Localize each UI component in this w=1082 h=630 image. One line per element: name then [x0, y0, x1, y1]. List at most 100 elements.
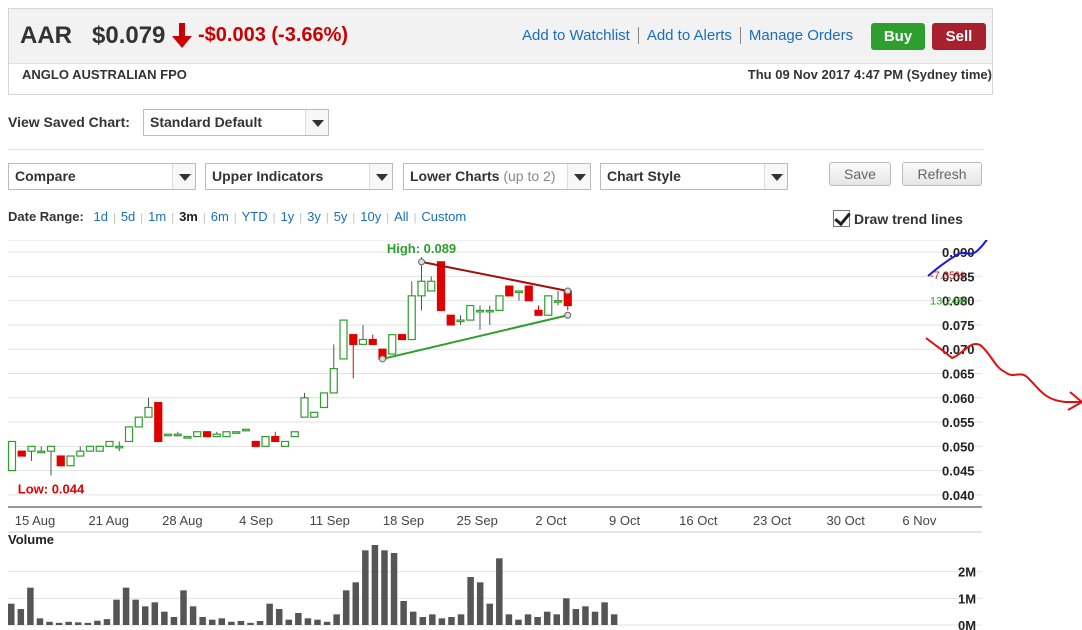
- candle: [368, 338, 377, 345]
- saved-chart-value: Standard Default: [150, 114, 263, 130]
- quote-bar: AAR $0.079 -$0.003 (-3.66%) Add to Watch…: [9, 9, 992, 64]
- range-option-1d[interactable]: 1d: [93, 209, 108, 224]
- upper-indicators-select[interactable]: Upper Indicators: [205, 163, 393, 190]
- y-tick-label: 0.070: [942, 342, 975, 357]
- volume-bar: [333, 614, 340, 625]
- volume-bar: [352, 582, 360, 625]
- candle: [261, 436, 270, 447]
- candle: [456, 319, 465, 323]
- volume-bar: [103, 619, 111, 625]
- range-separator: |: [171, 212, 175, 224]
- price-chart[interactable]: 0.090 0.085 0.080 0.075 0.070 0.065 0.060 0.055…: [0, 240, 1082, 630]
- range-separator: |: [413, 212, 417, 224]
- volume-bar: [591, 611, 599, 625]
- range-option-3m[interactable]: 3m: [179, 209, 198, 224]
- volume-bar: [476, 582, 484, 625]
- volume-bar: [438, 618, 446, 625]
- trend-lines-checkbox[interactable]: [833, 210, 850, 227]
- compare-select[interactable]: Compare: [8, 163, 196, 190]
- y-tick-label: 0.050: [942, 439, 975, 454]
- volume-bar: [371, 545, 379, 625]
- range-separator: |: [386, 212, 390, 224]
- candle: [134, 416, 143, 428]
- candle: [514, 290, 524, 294]
- range-option-6m[interactable]: 6m: [210, 209, 229, 224]
- range-option-3y[interactable]: 3y: [307, 209, 321, 224]
- volume-bar: [84, 622, 92, 625]
- candle: [280, 440, 290, 447]
- range-option-custom[interactable]: Custom: [421, 209, 467, 224]
- draw-trend-lines-toggle[interactable]: Draw trend lines: [833, 210, 963, 227]
- candle: [417, 280, 426, 297]
- range-separator: |: [352, 212, 356, 224]
- range-separator: |: [325, 212, 329, 224]
- buy-button[interactable]: Buy: [871, 23, 925, 50]
- sell-button[interactable]: Sell: [932, 23, 986, 50]
- chevron-down-icon: [172, 164, 195, 189]
- candle: [124, 426, 134, 443]
- candle: [105, 440, 114, 447]
- candle: [85, 445, 95, 452]
- range-option-5d[interactable]: 5d: [120, 209, 136, 224]
- volume-bar: [563, 598, 570, 625]
- x-tick-label: 11 Sep: [310, 513, 350, 528]
- candle: [485, 309, 494, 313]
- volume-bar: [180, 590, 187, 625]
- company-name: ANGLO AUSTRALIAN FPO: [22, 67, 187, 82]
- upper-indicators-label: Upper Indicators: [212, 168, 324, 184]
- candle: [251, 440, 260, 447]
- trend-line-handle: [418, 258, 425, 266]
- lower-charts-label: Lower Charts: [410, 168, 500, 184]
- volume-bar: [189, 606, 197, 625]
- range-option-1y[interactable]: 1y: [280, 209, 295, 224]
- volume-bar: [285, 619, 293, 625]
- add-to-watchlist-link[interactable]: Add to Watchlist: [522, 27, 630, 44]
- volume-bar: [17, 609, 25, 625]
- x-tick-label: 4 Sep: [239, 513, 273, 528]
- volume-bar: [342, 590, 350, 625]
- manage-orders-link[interactable]: Manage Orders: [739, 27, 861, 44]
- volume-bar: [467, 577, 474, 625]
- volume-bar: [409, 611, 417, 625]
- candle: [76, 450, 85, 457]
- candle: [427, 280, 436, 292]
- volume-bar: [161, 611, 168, 625]
- candle: [524, 285, 533, 302]
- x-tick-label: 28 Aug: [162, 513, 203, 528]
- high-label: High: 0.089: [387, 241, 456, 256]
- range-option-10y[interactable]: 10y: [360, 209, 382, 224]
- candle: [300, 397, 309, 418]
- trend-line-label: -7.35%: [930, 270, 965, 282]
- quote-timestamp: Thu 09 Nov 2017 4:47 PM (Sydney time): [747, 67, 992, 82]
- y-tick-label: 0.075: [942, 318, 975, 333]
- candle: [232, 431, 241, 434]
- candle: [388, 334, 397, 355]
- lower-charts-select[interactable]: Lower Charts (up to 2): [403, 163, 591, 190]
- range-option-all[interactable]: All: [394, 209, 409, 224]
- range-option-ytd[interactable]: YTD: [241, 209, 268, 224]
- trend-line-label: 13.24%: [930, 296, 968, 308]
- y-tick-label: 0.085: [942, 269, 975, 284]
- volume-bar: [381, 550, 388, 625]
- saved-chart-select[interactable]: Standard Default: [143, 109, 329, 136]
- range-option-1m[interactable]: 1m: [148, 209, 167, 224]
- volume-tick-label: 2M: [958, 565, 976, 580]
- volume-bar: [362, 550, 369, 625]
- refresh-button[interactable]: Refresh: [902, 162, 982, 186]
- price-change: -$0.003 (-3.66%): [198, 24, 349, 46]
- compare-label: Compare: [15, 168, 76, 184]
- range-option-5y[interactable]: 5y: [333, 209, 348, 224]
- y-tick-label: 0.060: [942, 391, 975, 406]
- volume-tick-label: 0M: [958, 618, 976, 630]
- chart-style-select[interactable]: Chart Style: [600, 163, 788, 190]
- volume-bar: [247, 622, 254, 625]
- candle: [212, 433, 221, 438]
- volume-bar: [36, 618, 44, 625]
- add-to-alerts-link[interactable]: Add to Alerts: [637, 27, 740, 44]
- candle: [397, 334, 407, 341]
- y-tick-label: 0.055: [942, 415, 975, 430]
- candle: [173, 433, 182, 437]
- candle: [66, 455, 75, 467]
- save-button[interactable]: Save: [829, 162, 891, 186]
- candle: [193, 431, 202, 438]
